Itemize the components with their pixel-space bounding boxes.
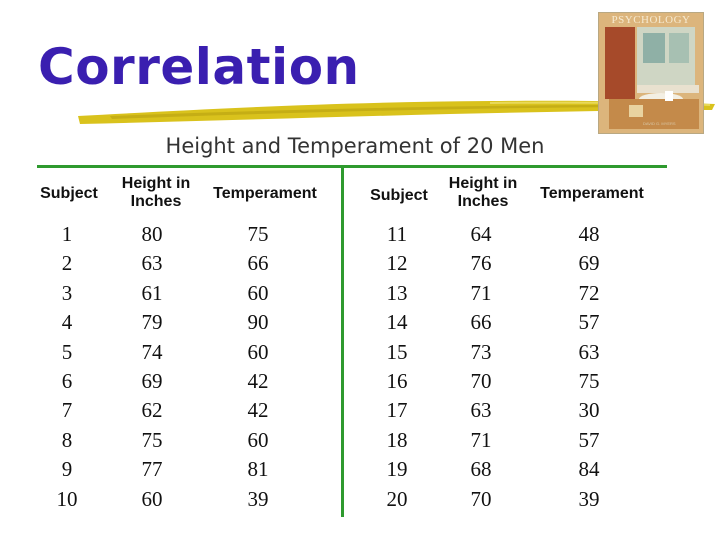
table-cell: 17 (386, 398, 408, 423)
subject-column-left: 1 2 3 4 5 6 7 8 9 10 (38, 220, 96, 514)
table-cell: 76 (470, 251, 492, 276)
header-height-left: Height in Inches (121, 175, 191, 210)
table-cell: 16 (386, 368, 408, 393)
table-cell: 6 (61, 368, 73, 393)
header-subject-left: Subject (40, 185, 98, 202)
header-temperament-left: Temperament (213, 185, 317, 202)
table-cell: 42 (247, 398, 269, 423)
table-cell: 13 (386, 280, 408, 305)
table-cell: 48 (578, 222, 600, 246)
table-cell: 71 (470, 427, 492, 452)
header-height-right: Height in Inches (448, 175, 518, 210)
table-cell: 63 (578, 339, 600, 364)
table-cell: 66 (470, 310, 492, 335)
table-cell: 74 (141, 339, 163, 364)
header-temperament-right: Temperament (540, 185, 644, 202)
table-cell: 80 (141, 222, 163, 246)
slide-title: Correlation (38, 38, 360, 96)
table-cell: 42 (247, 368, 269, 393)
table-cell: 62 (141, 398, 163, 423)
table-cell: 75 (141, 427, 163, 452)
table-cell: 5 (61, 339, 73, 364)
temperament-column-left: 75 66 60 90 60 42 42 60 81 39 (228, 220, 288, 514)
column-divider (341, 165, 344, 517)
table-cell: 84 (578, 457, 600, 482)
table-cell: 68 (470, 457, 492, 482)
table-cell: 75 (578, 368, 600, 393)
table-cell: 71 (470, 280, 492, 305)
table-cell: 15 (386, 339, 408, 364)
book-cover-image: PSYCHOLOGY DAVID G. MYERS (598, 12, 704, 134)
temperament-column-right: 48 69 72 57 63 75 30 57 84 39 (559, 220, 619, 514)
table-cell: 2 (61, 251, 73, 276)
table-cell: 81 (247, 457, 269, 482)
table-cell: 61 (141, 280, 163, 305)
table-cell: 63 (141, 251, 163, 276)
table-cell: 20 (386, 486, 408, 511)
table-cell: 7 (61, 398, 73, 423)
height-column-right: 64 76 71 66 73 70 63 71 68 70 (451, 220, 511, 514)
table-cell: 39 (578, 486, 600, 511)
table-cell: 60 (247, 339, 269, 364)
table-cell: 69 (578, 251, 600, 276)
table-cell: 70 (470, 486, 492, 511)
table-cell: 60 (141, 486, 163, 511)
table-cell: 9 (61, 457, 73, 482)
table-cell: 77 (141, 457, 163, 482)
book-cover-title: PSYCHOLOGY (611, 14, 691, 26)
header-divider (37, 165, 667, 168)
table-cell: 57 (578, 427, 600, 452)
table-cell: 73 (470, 339, 492, 364)
table-cell: 10 (56, 486, 78, 511)
table-cell: 57 (578, 310, 600, 335)
subject-column-right: 11 12 13 14 15 16 17 18 19 20 (368, 220, 426, 514)
table-cell: 75 (247, 222, 269, 246)
table-cell: 19 (386, 457, 408, 482)
table-cell: 39 (247, 486, 269, 511)
table-cell: 8 (61, 427, 73, 452)
table-cell: 63 (470, 398, 492, 423)
book-cover-author: DAVID G. MYERS (643, 121, 676, 126)
table-cell: 14 (386, 310, 408, 335)
table-cell: 79 (141, 310, 163, 335)
table-cell: 66 (247, 251, 269, 276)
table-cell: 30 (578, 398, 600, 423)
table-cell: 70 (470, 368, 492, 393)
header-subject-right: Subject (370, 187, 428, 204)
table-cell: 90 (247, 310, 269, 335)
table-cell: 72 (578, 280, 600, 305)
table-cell: 60 (247, 427, 269, 452)
table-cell: 12 (386, 251, 408, 276)
table-caption: Height and Temperament of 20 Men (165, 134, 545, 158)
table-cell: 4 (61, 310, 73, 335)
height-column-left: 80 63 61 79 74 69 62 75 77 60 (122, 220, 182, 514)
table-cell: 1 (61, 222, 73, 246)
table-cell: 60 (247, 280, 269, 305)
table-cell: 3 (61, 280, 73, 305)
table-cell: 69 (141, 368, 163, 393)
table-cell: 64 (470, 222, 492, 246)
table-cell: 18 (386, 427, 408, 452)
table-cell: 11 (386, 222, 408, 246)
